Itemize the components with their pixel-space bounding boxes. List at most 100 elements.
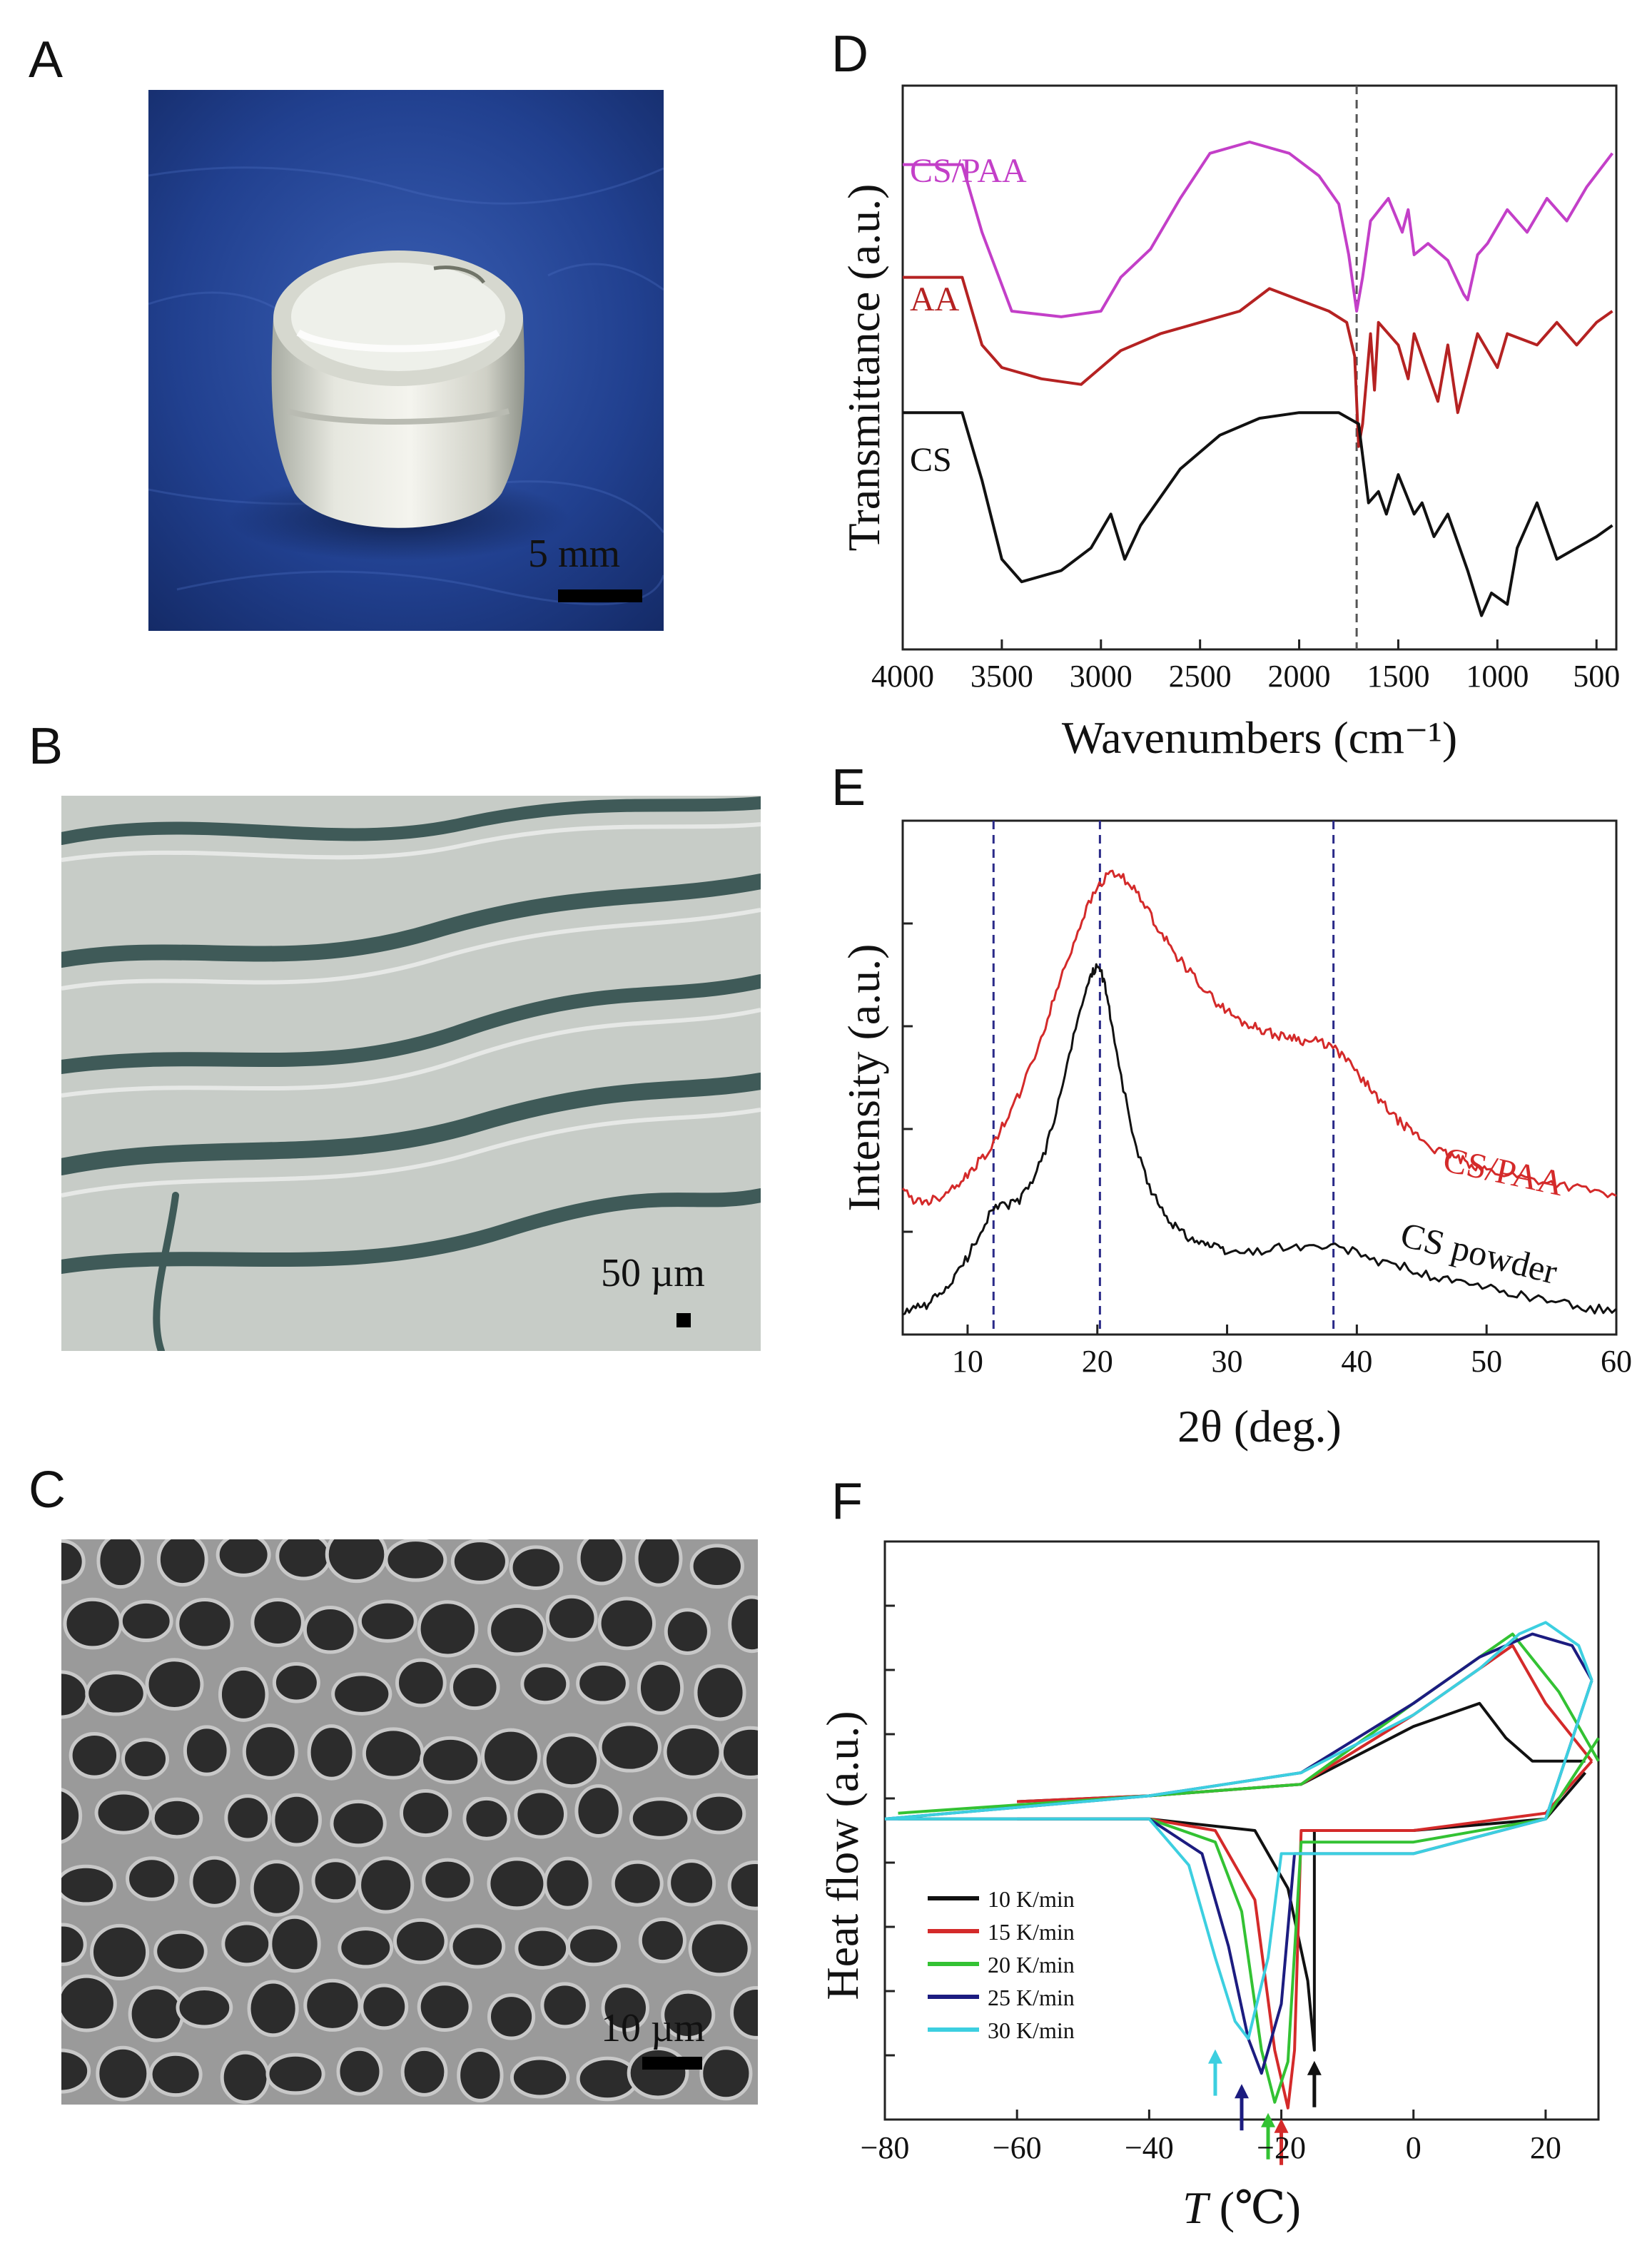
sem-pore <box>268 1915 321 1973</box>
sem-pore <box>689 1544 744 1589</box>
sem-pore <box>422 1858 474 1902</box>
dsc-x-axis-label: T (℃) <box>1182 2182 1301 2233</box>
sem-pore <box>542 1733 601 1788</box>
sem-pore <box>128 1985 185 2042</box>
sem-pore <box>449 1924 506 1969</box>
sem-pore <box>61 1788 83 1844</box>
sem-pore <box>395 1658 447 1708</box>
sem-pore <box>118 1599 173 1643</box>
dsc-legend-label: 15 K/min <box>988 1919 1075 1945</box>
sem-pore <box>597 1596 657 1651</box>
panel-letter-e: E <box>831 759 866 816</box>
sem-pore <box>61 1864 117 1906</box>
sem-pore <box>250 1598 305 1647</box>
sem-pore <box>69 1731 121 1779</box>
sem-pore <box>598 1722 662 1773</box>
xrd-x-tick-label: 30 <box>1212 1344 1243 1379</box>
dsc-heating-curve-10-k-min <box>1017 1701 1586 1803</box>
sem-pore <box>121 1738 170 1780</box>
sem-pore <box>567 1925 622 1967</box>
sem-pore <box>611 1860 664 1907</box>
sem-pore <box>358 1856 415 1914</box>
sem-pore <box>509 1545 564 1591</box>
xrd-y-axis-label: Intensity (a.u.) <box>838 944 889 1212</box>
sem-pore <box>151 1797 203 1839</box>
sem-pore <box>61 1923 87 1966</box>
panel-letter-a: A <box>29 31 64 88</box>
sem-pore <box>637 1661 684 1715</box>
dsc-legend-label: 30 K/min <box>988 2017 1075 2043</box>
sem-pore <box>216 1539 271 1577</box>
ftir-plot-frame <box>901 84 1618 651</box>
sem-pore <box>242 1723 298 1780</box>
dsc-cooling-curve-10-k-min <box>1017 1771 1586 2052</box>
sem-pore <box>90 1923 150 1981</box>
xrd-x-tick-label: 20 <box>1082 1344 1113 1379</box>
sem-pore <box>629 1797 691 1840</box>
sem-pore <box>420 1736 482 1784</box>
dsc-x-tick-label: −60 <box>993 2130 1042 2165</box>
sem-pore <box>303 1605 358 1654</box>
sem-pore <box>417 1982 472 2032</box>
dsc-legend-label: 10 K/min <box>988 1886 1075 1912</box>
sem-pore <box>520 1664 570 1705</box>
ftir-series-label-cs-paa: CS/PAA <box>910 152 1027 190</box>
sem-pore <box>399 1789 452 1838</box>
dsc-x-tick-label: −40 <box>1125 2130 1174 2165</box>
sem-pore <box>362 1727 425 1780</box>
sem-pore <box>271 1793 322 1847</box>
sem-pore <box>307 1724 356 1781</box>
sem-pore <box>153 1930 208 1973</box>
ftir-series-label-aa: AA <box>910 280 960 318</box>
sem-pore <box>358 1599 417 1643</box>
sem-pore <box>664 1608 711 1655</box>
scale-label-b: 50 µm <box>601 1251 705 1295</box>
dsc-heating-curve-30-k-min <box>884 1621 1593 1821</box>
xrd-series-cs-paa <box>901 869 1617 1206</box>
ftir-x-tick-label: 1500 <box>1367 659 1429 694</box>
sem-pore <box>627 2046 689 2100</box>
ftir-series-cs-paa <box>903 141 1614 318</box>
sem-pore <box>265 2052 325 2095</box>
ftir-chart: 4000 3500 3000 2500 2000 1500 1000 500 CS/PAA A… <box>838 84 1620 763</box>
sem-pore <box>63 1597 123 1650</box>
sem-pore <box>61 1974 117 2032</box>
scale-label-a: 5 mm <box>528 532 621 576</box>
sem-pore <box>688 1920 751 1977</box>
sem-pore <box>487 1857 547 1910</box>
panel-letter-f: F <box>831 1473 863 1530</box>
sem-pore <box>189 1855 240 1908</box>
ftir-series-aa <box>903 275 1613 448</box>
sem-pore <box>126 1856 178 1901</box>
xrd-series-label-cs-paa: CS/PAA <box>1440 1139 1567 1203</box>
sem-pore <box>574 1784 622 1838</box>
xrd-chart: 10 20 30 40 50 60 CS/PAA CS powder Intensity … <box>838 819 1632 1452</box>
dsc-x-tick-label: 20 <box>1530 2130 1561 2165</box>
sem-pore <box>218 1666 269 1722</box>
sem-pore <box>384 1539 447 1582</box>
sem-pore <box>638 1917 686 1964</box>
dsc-chart: −80 −60 −40 −20 0 20 10 K/min 15 K/min 20 K/min… <box>817 1540 1600 2233</box>
dsc-x-tick-label: 0 <box>1406 2130 1422 2165</box>
sem-pore <box>730 1986 758 2040</box>
sem-pore <box>148 2052 203 2097</box>
ftir-series-label-cs: CS <box>910 441 952 479</box>
sem-pore <box>417 1600 479 1658</box>
sem-pore <box>250 1860 303 1917</box>
sem-pore <box>601 1984 649 2032</box>
sem-pore <box>510 2056 570 2099</box>
sem-pore <box>96 1539 145 1589</box>
panel-letter-c: C <box>29 1462 66 1519</box>
sem-pore <box>311 1858 360 1903</box>
sem-pore <box>275 1539 332 1581</box>
sem-pore <box>360 1983 409 2030</box>
xrd-plot-frame <box>901 819 1618 1336</box>
sem-pore <box>61 1539 86 1584</box>
sem-pore <box>634 1539 683 1587</box>
xrd-x-tick-label: 50 <box>1471 1344 1502 1379</box>
ftir-y-axis-label: Transmittance (a.u.) <box>838 184 889 552</box>
ftir-x-tick-label: 3500 <box>971 659 1033 694</box>
sem-pore <box>94 1791 153 1835</box>
sem-pore <box>457 2048 504 2102</box>
dsc-x-tick-label: −20 <box>1257 2130 1306 2165</box>
